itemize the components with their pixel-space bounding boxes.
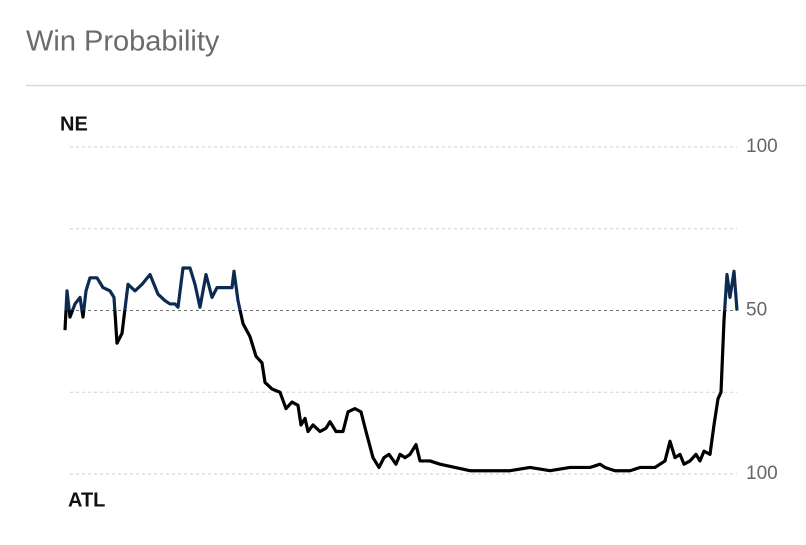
y-tick-label: 100 [746,136,778,157]
top-team-label: NE [60,113,88,135]
bottom-team-label: ATL [68,489,105,511]
win-probability-line [64,266,739,311]
win-probability-line [63,310,737,473]
y-tick-label: 50 [746,300,767,321]
chart-title: Win Probability [26,26,220,58]
y-tick-label: 100 [746,463,778,484]
